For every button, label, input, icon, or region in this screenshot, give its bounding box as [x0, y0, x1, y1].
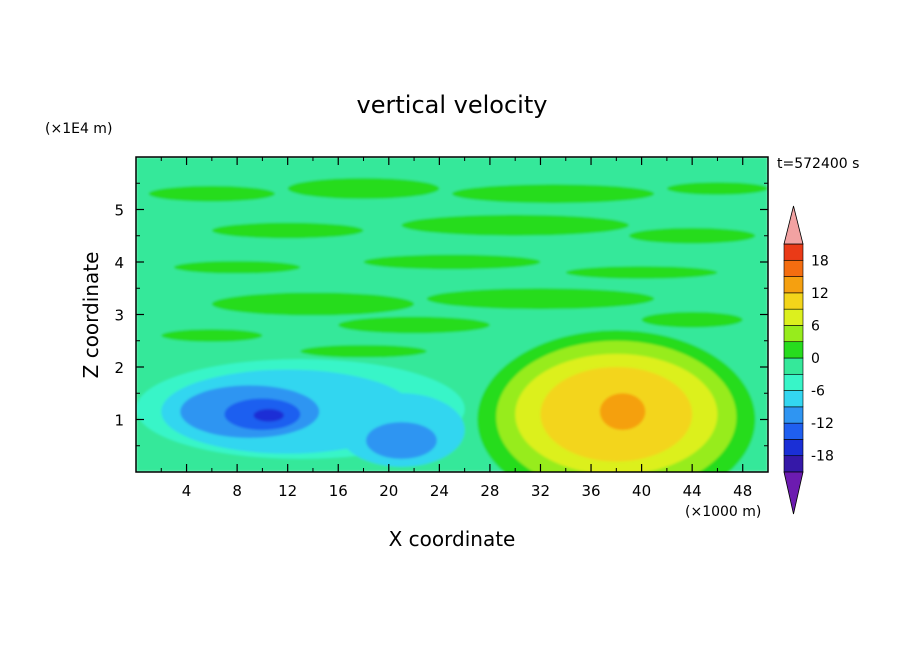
colorbar-segment: [783, 341, 804, 359]
x-tick-label: 40: [632, 482, 651, 500]
y-tick-label: 4: [114, 254, 124, 272]
field-positive-streak: [300, 344, 427, 358]
x-tick-label: 36: [581, 482, 600, 500]
colorbar-segment: [783, 292, 804, 310]
colorbar-segment: [783, 455, 804, 473]
x-tick-label: 20: [379, 482, 398, 500]
colorbar-segment: [783, 439, 804, 457]
field-positive-streak: [565, 266, 718, 279]
x-axis: 4 8 12 16 20 24 28 32 36 40 44 48: [160, 157, 752, 500]
y-tick-label: 2: [114, 359, 124, 377]
colorbar-segment: [783, 259, 804, 277]
x-tick-label: 48: [733, 482, 752, 500]
field-positive-streak: [628, 227, 756, 244]
colorbar-segment: [783, 308, 804, 326]
field-negative-core: [253, 409, 284, 422]
field-positive-core: [599, 393, 646, 430]
colorbar-tick-label: -18: [811, 449, 834, 465]
y-axis-label: Z coordinate: [79, 252, 103, 379]
colorbar-tick-label: 12: [811, 286, 829, 302]
colorbar-tick-label: -6: [811, 384, 825, 400]
colorbar-min-arrow: [783, 471, 804, 515]
colorbar-segment: [783, 357, 804, 375]
field-positive-streak: [148, 185, 276, 202]
y-axis: 1 2 3 4 5: [114, 182, 768, 447]
x-tick-label: 28: [480, 482, 499, 500]
chart-title: vertical velocity: [357, 91, 548, 119]
field-positive-streak: [338, 316, 490, 334]
x-tick-label: 16: [329, 482, 348, 500]
field-positive-streak: [641, 311, 743, 328]
colorbar-max-arrow: [783, 205, 804, 245]
x-tick-label: 12: [278, 482, 297, 500]
colorbar-tick-label: 6: [811, 318, 820, 334]
colorbar-segment: [783, 276, 804, 294]
y-tick-label: 3: [114, 307, 124, 325]
x-tick-label: 32: [531, 482, 550, 500]
y-unit-label: (×1E4 m): [45, 121, 112, 137]
colorbar-tick-label: 18: [811, 253, 829, 269]
colorbar-segment: [783, 373, 804, 391]
y-tick-label: 5: [114, 202, 124, 220]
colorbar-segment: [783, 243, 804, 261]
x-unit-label: (×1000 m): [685, 504, 761, 520]
x-tick-label: 24: [430, 482, 449, 500]
x-tick-label: 44: [683, 482, 702, 500]
field-positive-streak: [287, 178, 440, 199]
x-axis-label: X coordinate: [389, 527, 516, 551]
y-tick-label: 1: [114, 412, 124, 430]
colorbar-segment: [783, 406, 804, 424]
colorbar-segment: [783, 422, 804, 440]
field-positive-streak: [211, 222, 364, 239]
field-positive-streak: [666, 182, 768, 195]
x-tick-label: 4: [182, 482, 192, 500]
colorbar-segment: [783, 390, 804, 408]
field-positive-streak: [173, 260, 301, 274]
field-positive-streak: [401, 214, 629, 236]
colorbar-tick-label: -12: [811, 416, 834, 432]
field-positive-streak: [161, 329, 263, 342]
contour-field: [136, 157, 768, 472]
field-positive-streak: [426, 288, 655, 310]
colorbar: 18 12 6 0 -6 -12 -18: [783, 205, 834, 515]
field-positive-streak: [211, 292, 415, 316]
field-positive-streak: [452, 184, 655, 204]
colorbar-tick-label: 0: [811, 351, 820, 367]
field-negative-core: [366, 422, 437, 459]
field-positive-streak: [363, 254, 541, 270]
time-label: t=572400 s: [777, 156, 859, 172]
x-tick-label: 8: [232, 482, 242, 500]
colorbar-segment: [783, 325, 804, 343]
